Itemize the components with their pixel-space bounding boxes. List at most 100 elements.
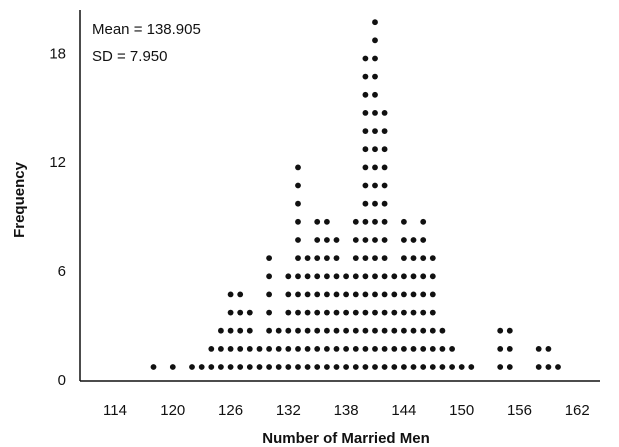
dot-point <box>410 273 417 280</box>
dot-point <box>314 346 321 352</box>
dot-point <box>227 309 234 316</box>
dot-point <box>285 309 292 316</box>
dot-point <box>362 273 369 280</box>
dot-point <box>362 55 369 62</box>
dot-point <box>555 364 561 370</box>
dot-point <box>372 73 378 80</box>
dots <box>150 19 561 370</box>
labels: 114 120 126 132 138 144 150 156 162 0 6 12 18 Number … <box>11 21 590 447</box>
dot-point <box>304 309 311 316</box>
dot-point <box>352 346 359 352</box>
dot-point <box>189 364 195 370</box>
dot-point <box>227 346 234 352</box>
dot-point <box>324 327 330 334</box>
dot-point <box>381 146 388 153</box>
dot-point <box>169 364 176 370</box>
dot-point <box>420 291 427 298</box>
dot-point <box>266 346 272 352</box>
dot-point <box>372 200 378 207</box>
dot-point <box>208 346 215 352</box>
dot-point <box>227 364 234 370</box>
dot-point <box>218 327 224 334</box>
dot-point <box>295 255 301 261</box>
dot-point <box>372 91 378 98</box>
dot-point <box>391 346 398 352</box>
dot-point <box>324 291 330 298</box>
dot-point <box>420 309 427 316</box>
dot-point <box>362 364 369 370</box>
dot-point <box>295 200 301 207</box>
dot-point <box>324 364 330 370</box>
dot-point <box>314 364 321 370</box>
dot-point <box>362 200 369 207</box>
dot-point <box>352 309 359 316</box>
dot-point <box>295 327 301 334</box>
dot-point <box>218 346 224 352</box>
dot-point <box>266 273 272 280</box>
dot-point <box>429 309 436 316</box>
dot-point <box>545 346 552 352</box>
x-tick-label: 126 <box>218 402 243 419</box>
dot-point <box>237 291 244 298</box>
dot-point <box>285 364 292 370</box>
dot-point <box>381 309 388 316</box>
dot-point <box>381 327 388 334</box>
dot-point <box>285 346 292 352</box>
dot-point <box>237 327 244 334</box>
dot-point <box>362 237 369 243</box>
dot-point <box>420 364 427 370</box>
dot-point <box>237 346 244 352</box>
dot-point <box>324 218 330 225</box>
dot-point <box>333 327 340 334</box>
dot-point <box>420 218 427 225</box>
dot-point <box>391 309 398 316</box>
dot-point <box>362 91 369 98</box>
dot-point <box>352 327 359 334</box>
dot-point <box>429 273 436 280</box>
dot-point <box>391 273 398 280</box>
dot-point <box>227 327 234 334</box>
dot-point <box>381 110 388 116</box>
y-tick-label: 0 <box>58 372 66 389</box>
dot-point <box>333 237 340 243</box>
dot-point <box>535 346 542 352</box>
dot-point <box>372 346 378 352</box>
dot-point <box>362 291 369 298</box>
x-tick-label: 156 <box>507 402 532 419</box>
dot-point <box>352 364 359 370</box>
dot-point <box>295 218 301 225</box>
dot-point <box>362 346 369 352</box>
dot-point <box>535 364 542 370</box>
dot-point <box>362 128 369 135</box>
dot-point <box>324 346 330 352</box>
dot-point <box>420 346 427 352</box>
dot-point <box>256 346 263 352</box>
dot-point <box>439 327 446 334</box>
dot-point <box>314 327 321 334</box>
dot-point <box>420 273 427 280</box>
dot-point <box>362 146 369 153</box>
dot-point <box>362 309 369 316</box>
dot-point <box>410 346 417 352</box>
dot-point <box>429 291 436 298</box>
dot-point <box>275 346 282 352</box>
dot-point <box>314 255 321 261</box>
dot-point <box>324 255 330 261</box>
dot-point <box>343 309 349 316</box>
dot-point <box>246 364 253 370</box>
dot-point <box>449 346 455 352</box>
dot-point <box>429 364 436 370</box>
dot-point <box>295 237 301 243</box>
dot-point <box>401 309 407 316</box>
y-axis-title: Frequency <box>11 161 28 238</box>
dot-point <box>324 237 330 243</box>
dot-point <box>285 327 292 334</box>
dot-point <box>352 273 359 280</box>
dot-point <box>246 309 253 316</box>
dot-point <box>362 110 369 116</box>
x-tick-label: 132 <box>276 402 301 419</box>
dot-point <box>295 346 301 352</box>
dot-point <box>381 200 388 207</box>
axes <box>79 10 600 382</box>
